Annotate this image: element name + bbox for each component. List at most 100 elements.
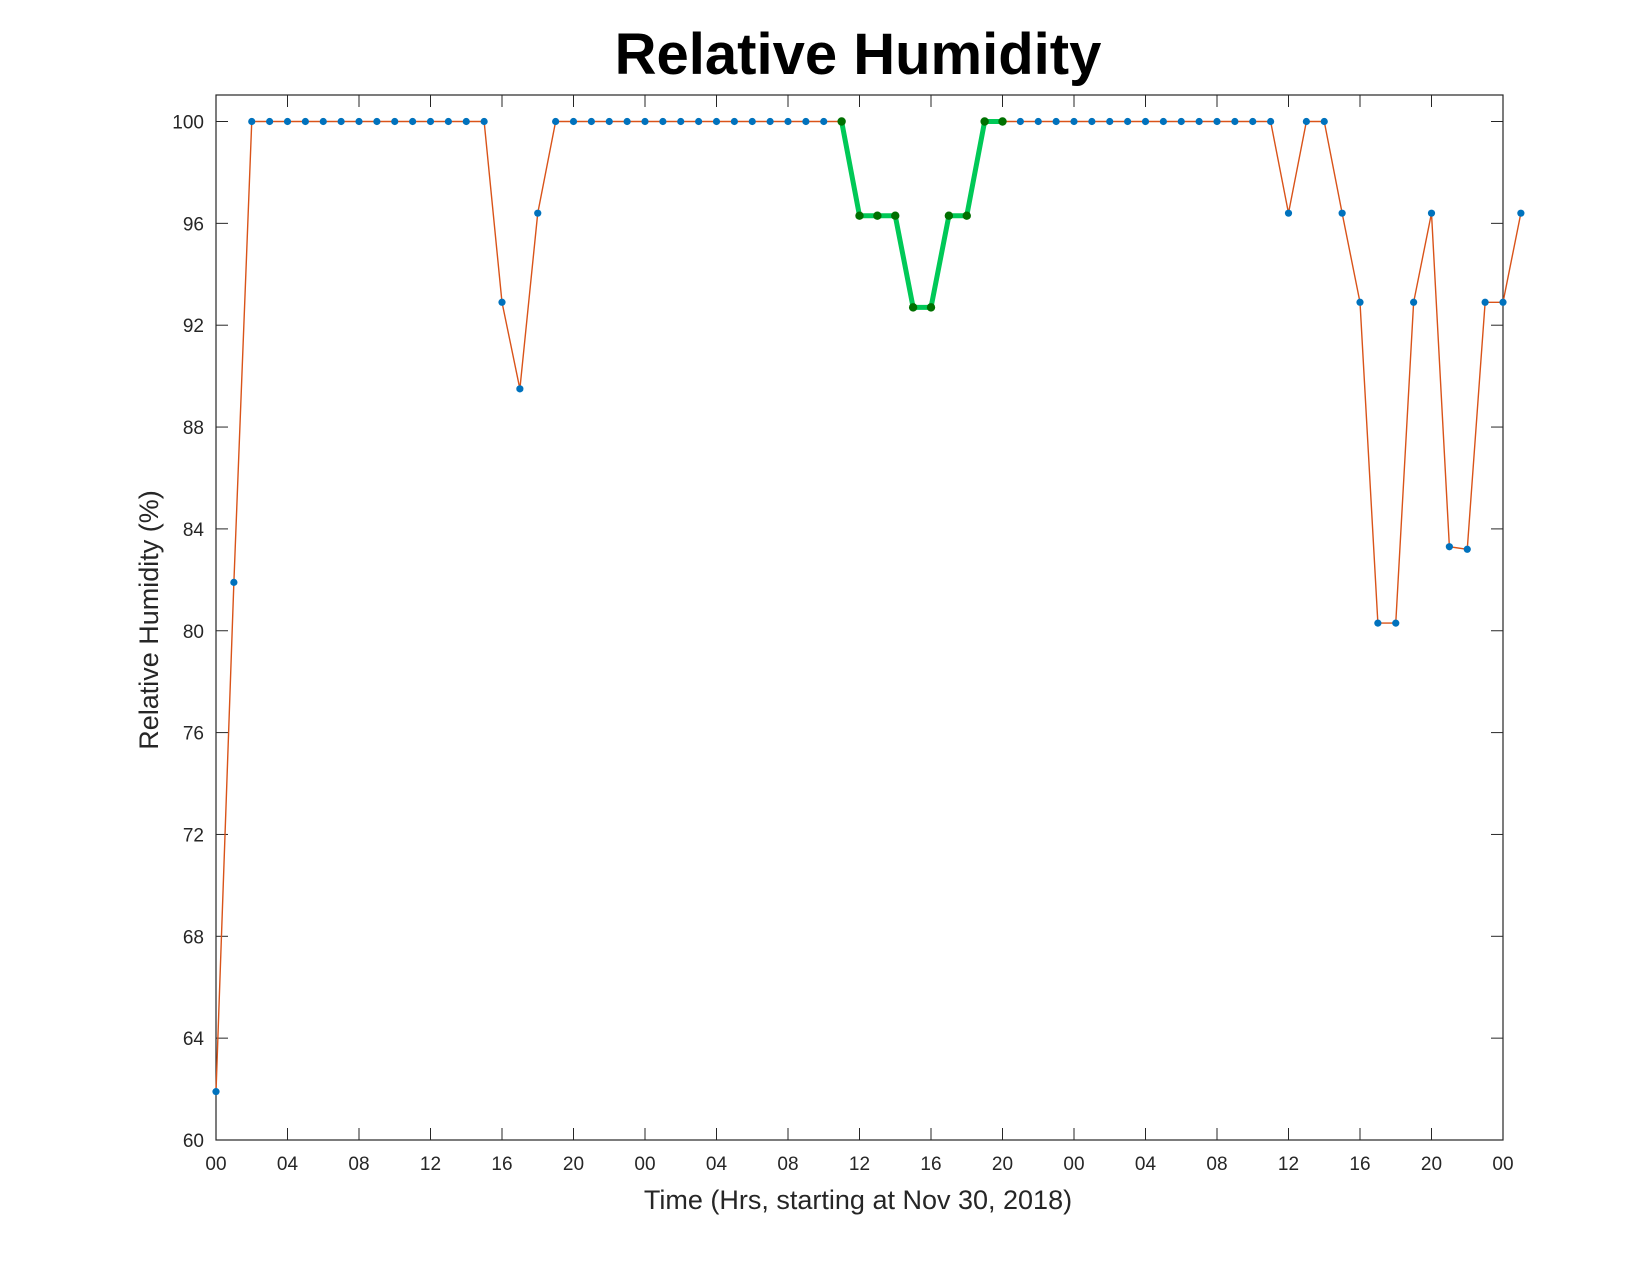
- x-tick-label: 12: [420, 1154, 441, 1175]
- data-point: [1124, 117, 1132, 126]
- data-point: [1052, 117, 1060, 126]
- data-point: [1517, 209, 1525, 217]
- x-tick-label: 16: [920, 1154, 941, 1175]
- axis-ticks: 60 64 68 72 76 80 84 88 92 96 100 00 04 08 12 16 20 00 04 0…: [172, 95, 1514, 1175]
- x-tick-label: 04: [706, 1154, 728, 1175]
- data-point: [623, 117, 631, 126]
- x-tick-label: 08: [777, 1154, 798, 1175]
- data-point: [498, 298, 506, 306]
- data-point: [1499, 298, 1507, 306]
- highlight-point: [855, 211, 864, 220]
- data-point: [462, 117, 470, 126]
- data-point: [1427, 209, 1436, 217]
- data-point: [695, 117, 703, 126]
- data-point: [1302, 117, 1310, 126]
- x-tick-label: 00: [634, 1154, 655, 1175]
- data-point: [1338, 209, 1346, 217]
- data-point: [355, 117, 363, 126]
- data-point: [1463, 545, 1471, 553]
- data-point: [1195, 117, 1203, 126]
- data-point: [820, 117, 828, 126]
- chart-title: Relative Humidity: [615, 22, 1102, 87]
- data-point: [1392, 619, 1400, 627]
- highlight-point: [980, 117, 989, 126]
- x-tick-label: 04: [1135, 1154, 1157, 1175]
- highlight-point: [891, 211, 900, 220]
- data-point: [802, 117, 810, 126]
- data-point: [1284, 209, 1293, 217]
- y-tick-label: 76: [183, 724, 204, 745]
- data-point: [480, 117, 488, 126]
- data-point: [426, 117, 435, 126]
- data-markers: [212, 117, 1525, 1096]
- x-tick-label: 12: [849, 1154, 870, 1175]
- y-tick-label: 96: [183, 214, 204, 235]
- data-point: [1159, 117, 1167, 126]
- data-point: [337, 117, 345, 126]
- data-point: [730, 117, 738, 126]
- y-tick-label: 80: [183, 622, 204, 643]
- data-point: [1177, 117, 1185, 126]
- highlight-line: [839, 119, 1003, 310]
- y-tick-label: 72: [183, 825, 204, 846]
- data-point: [212, 1088, 220, 1096]
- highlight-point: [908, 303, 918, 312]
- x-tick-label: 00: [1063, 1154, 1084, 1175]
- data-point: [605, 117, 613, 126]
- data-point: [641, 117, 649, 126]
- y-tick-label: 84: [183, 520, 205, 541]
- data-point: [534, 209, 542, 217]
- y-tick-label: 92: [183, 316, 204, 337]
- x-tick-label: 00: [1492, 1154, 1513, 1175]
- x-axis-label: Time (Hrs, starting at Nov 30, 2018): [644, 1185, 1072, 1215]
- x-tick-label: 00: [205, 1154, 226, 1175]
- data-point: [1481, 298, 1489, 306]
- data-point: [748, 117, 756, 126]
- data-point: [266, 117, 274, 126]
- data-point: [587, 117, 595, 126]
- data-point: [1088, 117, 1096, 126]
- data-point: [1106, 117, 1114, 126]
- data-point: [1410, 298, 1418, 306]
- data-point: [1034, 117, 1042, 126]
- data-point: [1141, 117, 1150, 126]
- data-point: [1016, 117, 1024, 126]
- data-point: [1070, 117, 1078, 126]
- data-point: [248, 117, 256, 126]
- y-tick-label: 68: [183, 927, 204, 948]
- data-point: [409, 117, 417, 126]
- data-point: [569, 117, 578, 126]
- data-point: [230, 578, 238, 586]
- highlight-point: [962, 211, 971, 220]
- y-tick-label: 100: [172, 113, 204, 134]
- data-point: [1213, 117, 1221, 126]
- y-axis-label: Relative Humidity (%): [134, 490, 164, 750]
- data-point: [516, 385, 524, 393]
- x-tick-label: 16: [491, 1154, 512, 1175]
- highlight-point: [998, 117, 1007, 126]
- y-tick-label: 88: [183, 418, 204, 439]
- highlight-point: [837, 117, 846, 126]
- data-point: [677, 117, 685, 126]
- highlight-point: [926, 303, 936, 312]
- x-tick-label: 04: [277, 1154, 299, 1175]
- y-tick-label: 60: [183, 1131, 204, 1152]
- x-tick-label: 20: [992, 1154, 1013, 1175]
- data-point: [283, 117, 292, 126]
- highlight-point: [873, 211, 882, 220]
- data-point: [319, 117, 327, 126]
- data-point: [712, 117, 721, 126]
- x-tick-label: 08: [348, 1154, 369, 1175]
- data-point: [1320, 117, 1328, 126]
- data-point: [1374, 619, 1382, 627]
- data-point: [1249, 117, 1257, 126]
- data-point: [444, 117, 452, 126]
- plot-area: [215, 94, 1504, 1141]
- data-point: [1445, 543, 1453, 551]
- x-tick-label: 16: [1349, 1154, 1370, 1175]
- x-tick-label: 20: [1421, 1154, 1442, 1175]
- x-tick-label: 12: [1278, 1154, 1299, 1175]
- data-point: [1267, 117, 1275, 126]
- data-point: [301, 117, 309, 126]
